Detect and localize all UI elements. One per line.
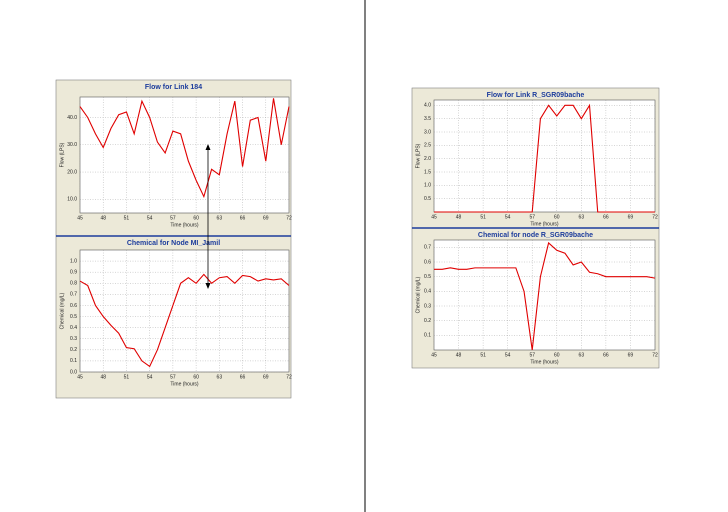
x-tick-label: 63 (217, 374, 223, 380)
x-tick-label: 72 (652, 352, 658, 358)
arrow-head (205, 283, 211, 289)
chart-title: Chemical for node R_SGR09bache (478, 232, 593, 239)
y-tick-label: 0.4 (70, 325, 77, 331)
series-line (434, 103, 655, 213)
x-tick-label: 72 (286, 374, 292, 380)
y-axis-label: Flow (LPS) (59, 142, 65, 167)
x-tick-label: 45 (431, 352, 437, 358)
y-tick-label: 0.3 (70, 336, 77, 342)
x-tick-label: 45 (77, 374, 83, 380)
chart-title: Flow for Link R_SGR09bache (487, 92, 585, 99)
y-tick-label: 0.3 (424, 303, 431, 309)
x-tick-label: 54 (505, 352, 511, 358)
y-tick-label: 0.2 (70, 347, 77, 353)
x-tick-label: 48 (100, 374, 106, 380)
x-tick-label: 57 (529, 214, 535, 220)
y-tick-label: 0.2 (424, 318, 431, 324)
x-tick-label: 63 (217, 215, 223, 221)
x-tick-label: 60 (193, 374, 199, 380)
x-tick-label: 66 (240, 374, 246, 380)
x-axis-label: Time (hours) (170, 222, 198, 228)
x-tick-label: 69 (628, 352, 634, 358)
x-tick-label: 72 (652, 214, 658, 220)
x-tick-label: 69 (263, 215, 269, 221)
plot-area (79, 249, 290, 373)
y-tick-label: 0.8 (70, 281, 77, 287)
x-tick-label: 66 (603, 352, 609, 358)
y-tick-label: 4.0 (424, 103, 431, 109)
x-tick-label: 48 (100, 215, 106, 221)
x-tick-label: 60 (554, 352, 560, 358)
x-tick-label: 45 (77, 215, 83, 221)
series-line (79, 98, 290, 199)
y-tick-label: 1.0 (70, 258, 77, 264)
y-tick-label: 0.6 (424, 259, 431, 265)
y-tick-label: 20.0 (67, 169, 77, 175)
x-tick-label: 54 (505, 214, 511, 220)
x-tick-label: 45 (431, 214, 437, 220)
y-axis-label: Chemical (mg/L) (415, 276, 421, 313)
chart-title: Chemical for Node MI_Jamil (127, 240, 220, 247)
y-axis-label: Flow (LPS) (415, 143, 421, 168)
plot-area (433, 99, 656, 213)
y-tick-label: 40.0 (67, 115, 77, 121)
y-axis-label: Chemical (mg/L) (59, 292, 65, 329)
y-tick-label: 0.6 (70, 303, 77, 309)
plot-area (79, 96, 290, 214)
x-axis-label: Time (hours) (170, 381, 198, 387)
y-tick-label: 0.4 (424, 289, 431, 295)
x-tick-label: 69 (628, 214, 634, 220)
x-tick-label: 57 (529, 352, 535, 358)
x-tick-label: 60 (193, 215, 199, 221)
y-tick-label: 0.7 (424, 245, 431, 251)
x-tick-label: 51 (124, 215, 130, 221)
y-tick-label: 0.0 (70, 369, 77, 375)
y-tick-label: 30.0 (67, 142, 77, 148)
x-tick-label: 57 (170, 374, 176, 380)
x-axis-label: Time (hours) (530, 221, 558, 227)
arrow-head (205, 144, 211, 150)
x-tick-label: 57 (170, 215, 176, 221)
x-tick-label: 66 (240, 215, 246, 221)
x-tick-label: 63 (579, 214, 585, 220)
plot-area (433, 239, 656, 351)
y-tick-label: 0.5 (424, 274, 431, 280)
x-tick-label: 51 (124, 374, 130, 380)
x-tick-label: 48 (456, 214, 462, 220)
series-line (434, 241, 656, 351)
x-tick-label: 51 (480, 214, 486, 220)
y-tick-label: 2.5 (424, 143, 431, 149)
x-tick-label: 63 (579, 352, 585, 358)
x-axis-label: Time (hours) (530, 359, 558, 365)
y-tick-label: 0.9 (70, 270, 77, 276)
chart-title: Flow for Link 184 (145, 84, 202, 91)
x-tick-label: 60 (554, 214, 560, 220)
y-tick-label: 1.5 (424, 169, 431, 175)
x-tick-label: 69 (263, 374, 269, 380)
y-tick-label: 1.0 (424, 183, 431, 189)
x-tick-label: 54 (147, 215, 153, 221)
y-tick-label: 3.5 (424, 116, 431, 122)
series-line (79, 273, 290, 368)
y-tick-label: 0.7 (70, 292, 77, 298)
y-tick-label: 0.1 (70, 358, 77, 364)
y-tick-label: 0.1 (424, 333, 431, 339)
y-tick-label: 2.0 (424, 156, 431, 162)
x-tick-label: 48 (456, 352, 462, 358)
y-tick-label: 0.5 (424, 196, 431, 202)
y-tick-label: 10.0 (67, 197, 77, 203)
x-tick-label: 66 (603, 214, 609, 220)
y-tick-label: 3.0 (424, 129, 431, 135)
x-tick-label: 72 (286, 215, 292, 221)
x-tick-label: 54 (147, 374, 153, 380)
y-tick-label: 0.5 (70, 314, 77, 320)
x-tick-label: 51 (480, 352, 486, 358)
